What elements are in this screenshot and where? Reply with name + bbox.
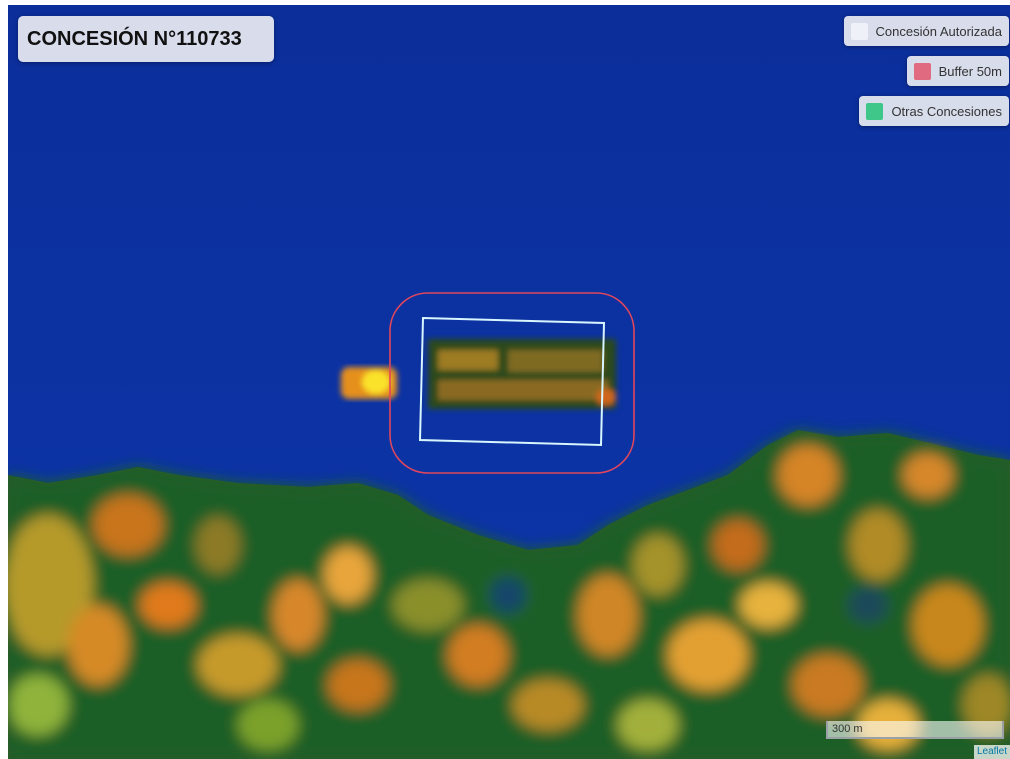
- legend-label-other: Otras Concesiones: [891, 103, 1002, 119]
- terrain-texture: [8, 430, 1010, 759]
- satellite-imagery: [8, 5, 1010, 759]
- authorized-concession-outline[interactable]: [418, 316, 606, 447]
- legend-label-authorized: Concesión Autorizada: [875, 23, 1002, 39]
- map-view[interactable]: CONCESIÓN N°110733 Concesión Autorizada …: [8, 5, 1010, 759]
- attribution-link[interactable]: Leaflet: [973, 745, 1010, 759]
- small-platform: [341, 367, 397, 399]
- buffer-50m-outline[interactable]: [389, 292, 635, 474]
- aquaculture-structure: [428, 339, 616, 409]
- legend-buffer-50m[interactable]: Buffer 50m: [906, 56, 1009, 86]
- legend-swatch-buffer: [913, 62, 931, 80]
- legend-label-buffer: Buffer 50m: [938, 63, 1002, 79]
- legend-other-concessions[interactable]: Otras Concesiones: [859, 96, 1009, 126]
- attribution-text[interactable]: Leaflet: [976, 746, 1007, 757]
- scale-label: 300 m: [832, 723, 863, 735]
- concession-title-text: CONCESIÓN N°110733: [27, 27, 242, 50]
- scale-bar: 300 m: [826, 721, 1004, 739]
- legend-swatch-other: [866, 102, 884, 120]
- concession-title: CONCESIÓN N°110733: [18, 16, 274, 62]
- legend-swatch-authorized: [850, 22, 868, 40]
- legend-authorized-concession[interactable]: Concesión Autorizada: [843, 16, 1009, 46]
